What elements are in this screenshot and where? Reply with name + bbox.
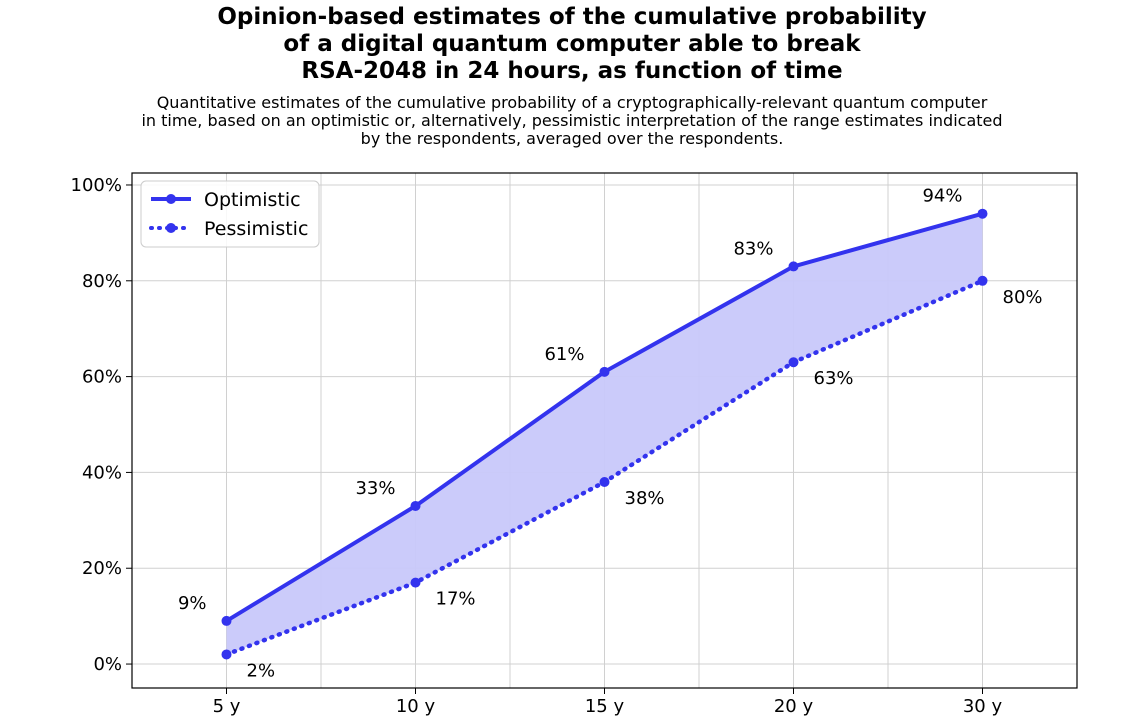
y-tick-label: 80% xyxy=(82,271,122,292)
data-label-pessimistic: 38% xyxy=(625,488,665,509)
data-label-optimistic: 83% xyxy=(733,238,773,259)
x-tick-label: 20 y xyxy=(774,696,814,717)
data-point-pessimistic xyxy=(788,357,799,368)
data-label-optimistic: 94% xyxy=(922,186,962,207)
legend-label-pessimistic: Pessimistic xyxy=(204,218,308,240)
data-point-optimistic xyxy=(977,208,988,219)
data-point-optimistic xyxy=(221,615,232,626)
data-label-pessimistic: 17% xyxy=(436,589,476,610)
data-point-pessimistic xyxy=(599,477,610,487)
chart-subtitle: Quantitative estimates of the cumulative… xyxy=(141,93,1003,148)
data-label-optimistic: 33% xyxy=(355,478,395,499)
data-label-pessimistic: 63% xyxy=(814,368,854,389)
data-point-pessimistic xyxy=(977,275,988,286)
data-point-pessimistic xyxy=(221,649,232,660)
data-label-pessimistic: 80% xyxy=(1003,287,1043,308)
legend-label-optimistic: Optimistic xyxy=(204,189,301,211)
y-tick-label: 40% xyxy=(82,462,122,483)
data-point-optimistic xyxy=(410,500,421,511)
x-tick-label: 15 y xyxy=(585,696,625,717)
legend: Optimistic Pessimistic xyxy=(140,180,320,248)
shaded-range-area xyxy=(226,213,983,655)
chart-title: Opinion-based estimates of the cumulativ… xyxy=(217,4,927,84)
x-tick-label: 10 y xyxy=(396,696,436,717)
y-tick-label: 20% xyxy=(82,558,122,579)
legend-marker-optimistic xyxy=(166,194,176,204)
legend-marker-pessimistic xyxy=(166,223,176,233)
plot-frame xyxy=(131,172,1078,689)
data-label-pessimistic: 2% xyxy=(247,660,276,681)
y-tick-label: 60% xyxy=(82,367,122,388)
y-tick-label: 0% xyxy=(93,654,122,675)
x-tick-label: 30 y xyxy=(963,696,1003,717)
data-label-optimistic: 61% xyxy=(544,344,584,365)
data-point-pessimistic xyxy=(410,577,421,588)
y-tick-label: 100% xyxy=(71,175,122,196)
data-point-optimistic xyxy=(788,261,799,272)
data-point-optimistic xyxy=(599,366,610,377)
x-tick-label: 5 y xyxy=(213,696,241,717)
data-label-optimistic: 9% xyxy=(178,593,207,614)
